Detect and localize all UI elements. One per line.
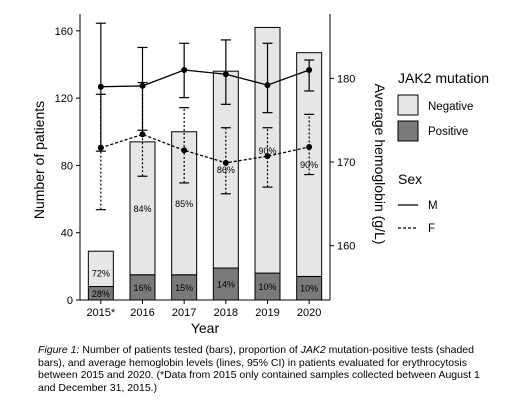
bar-negative [171,131,198,276]
bars-layer: 28%72%16%84%15%85%14%86%10%90%10%90% [87,26,323,301]
bar-label-positive: 28% [92,289,110,299]
point-m [306,67,313,74]
line-series-m [100,69,310,88]
right-tick-label: 170 [337,157,355,169]
legend-item-f: F [428,223,435,235]
bar-negative [87,250,114,288]
bar-label-positive: 14% [217,280,235,290]
point-m [264,82,271,89]
left-tick-label: 160 [55,26,73,38]
right-tick-label: 180 [337,73,355,85]
legend-swatch-negative [397,94,419,116]
legend: JAK2 mutation Negative Positive Sex M F [397,70,489,235]
legend-swatch-positive [397,120,419,142]
point-m [222,71,229,78]
point-m [97,83,104,90]
figure-caption: Figure 1: Number of patients tested (bar… [38,344,500,394]
x-tick-label: 2020 [297,307,321,319]
legend-item-negative: Negative [428,101,473,113]
x-axis-label: Year [191,320,220,336]
point-m [139,82,146,89]
left-axis-ticks: 0 40 80 120 160 [55,26,80,307]
caption-part2: mutation-positive tests (shaded bars), a… [38,344,480,394]
bar-label-positive: 16% [133,283,151,293]
x-axis-ticks: 2015* 2016 2017 2018 2019 2020 [86,300,321,319]
caption-lead: Figure 1: [38,344,80,356]
caption-part1: Number of patients tested (bars), propor… [79,344,301,356]
legend-bars-title: JAK2 mutation [398,70,489,86]
lines-layer [95,22,315,211]
bar-label-positive: 10% [300,284,318,294]
bar-label-negative: 86% [217,165,235,175]
x-tick-label: 2019 [255,307,279,319]
x-tick-label: 2015* [86,307,115,319]
x-tick-label: 2018 [214,307,238,319]
bar-label-positive: 15% [175,283,193,293]
caption-gene: JAK2 [300,344,326,356]
point-f [139,131,146,138]
point-f [97,144,104,151]
y-axis-left-label: Number of patients [31,101,47,219]
x-tick-label: 2016 [130,307,154,319]
legend-item-m: M [428,200,438,212]
chart: 28%72%16%84%15%85%14%86%10%90%10%90% 040… [31,14,489,336]
y-axis-right-label: Average hemoglobin (g/L) [372,84,388,245]
bar-label-positive: 10% [258,282,276,292]
bar-label-negative: 84% [133,204,151,214]
x-tick-label: 2017 [172,307,196,319]
line-series-f [100,133,310,164]
bar-label-negative: 72% [92,269,110,279]
legend-item-positive: Positive [428,126,468,138]
point-f [181,147,188,154]
right-axis-ticks: 160 170 180 [330,73,355,253]
left-tick-label: 80 [61,160,73,172]
left-tick-label: 0 [67,295,73,307]
point-m [181,67,188,74]
legend-lines-title: Sex [398,171,422,187]
bar-label-negative: 85% [175,199,193,209]
left-tick-label: 120 [55,93,73,105]
point-f [264,153,271,160]
right-tick-label: 160 [337,241,355,253]
point-f [222,159,229,166]
point-f [306,143,313,150]
left-tick-label: 40 [61,228,73,240]
